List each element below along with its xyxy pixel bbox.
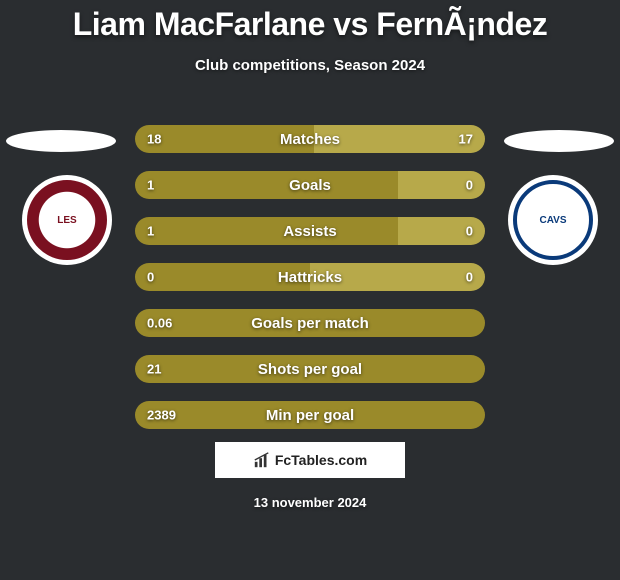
stat-value-left: 0 — [147, 270, 154, 285]
team-crest-left-label: LES — [27, 180, 107, 260]
stat-value-left: 1 — [147, 224, 154, 239]
decor-ellipse-right — [504, 130, 614, 152]
bar-segment-right — [310, 263, 485, 291]
chart-icon — [253, 451, 271, 469]
team-crest-right: CAVS — [508, 175, 598, 265]
footer-date: 13 november 2024 — [0, 495, 620, 510]
stat-row: Hattricks00 — [135, 263, 485, 291]
stat-value-right: 17 — [459, 132, 473, 147]
stat-row: Assists10 — [135, 217, 485, 245]
team-crest-left: LES — [22, 175, 112, 265]
stat-row: Goals10 — [135, 171, 485, 199]
bar-segment-left — [135, 217, 398, 245]
stat-value-left: 0.06 — [147, 316, 172, 331]
source-logo-text: FcTables.com — [275, 452, 367, 468]
stat-row: Min per goal2389 — [135, 401, 485, 429]
source-logo: FcTables.com — [215, 442, 405, 478]
bar-segment-left — [135, 401, 485, 429]
bar-segment-left — [135, 171, 398, 199]
stat-value-left: 1 — [147, 178, 154, 193]
page-subtitle: Club competitions, Season 2024 — [0, 43, 620, 74]
bar-segment-left — [135, 309, 485, 337]
stat-row: Matches1817 — [135, 125, 485, 153]
comparison-chart: Matches1817Goals10Assists10Hattricks00Go… — [135, 125, 485, 447]
stat-row: Shots per goal21 — [135, 355, 485, 383]
stat-row: Goals per match0.06 — [135, 309, 485, 337]
bar-segment-left — [135, 263, 310, 291]
stat-value-left: 18 — [147, 132, 161, 147]
stat-value-left: 2389 — [147, 408, 176, 423]
team-crest-right-label: CAVS — [513, 180, 593, 260]
bar-segment-left — [135, 355, 485, 383]
page-title: Liam MacFarlane vs FernÃ¡ndez — [0, 0, 620, 43]
stat-value-right: 0 — [466, 270, 473, 285]
stat-value-right: 0 — [466, 178, 473, 193]
stat-value-left: 21 — [147, 362, 161, 377]
bar-segment-left — [135, 125, 314, 153]
stat-value-right: 0 — [466, 224, 473, 239]
decor-ellipse-left — [6, 130, 116, 152]
